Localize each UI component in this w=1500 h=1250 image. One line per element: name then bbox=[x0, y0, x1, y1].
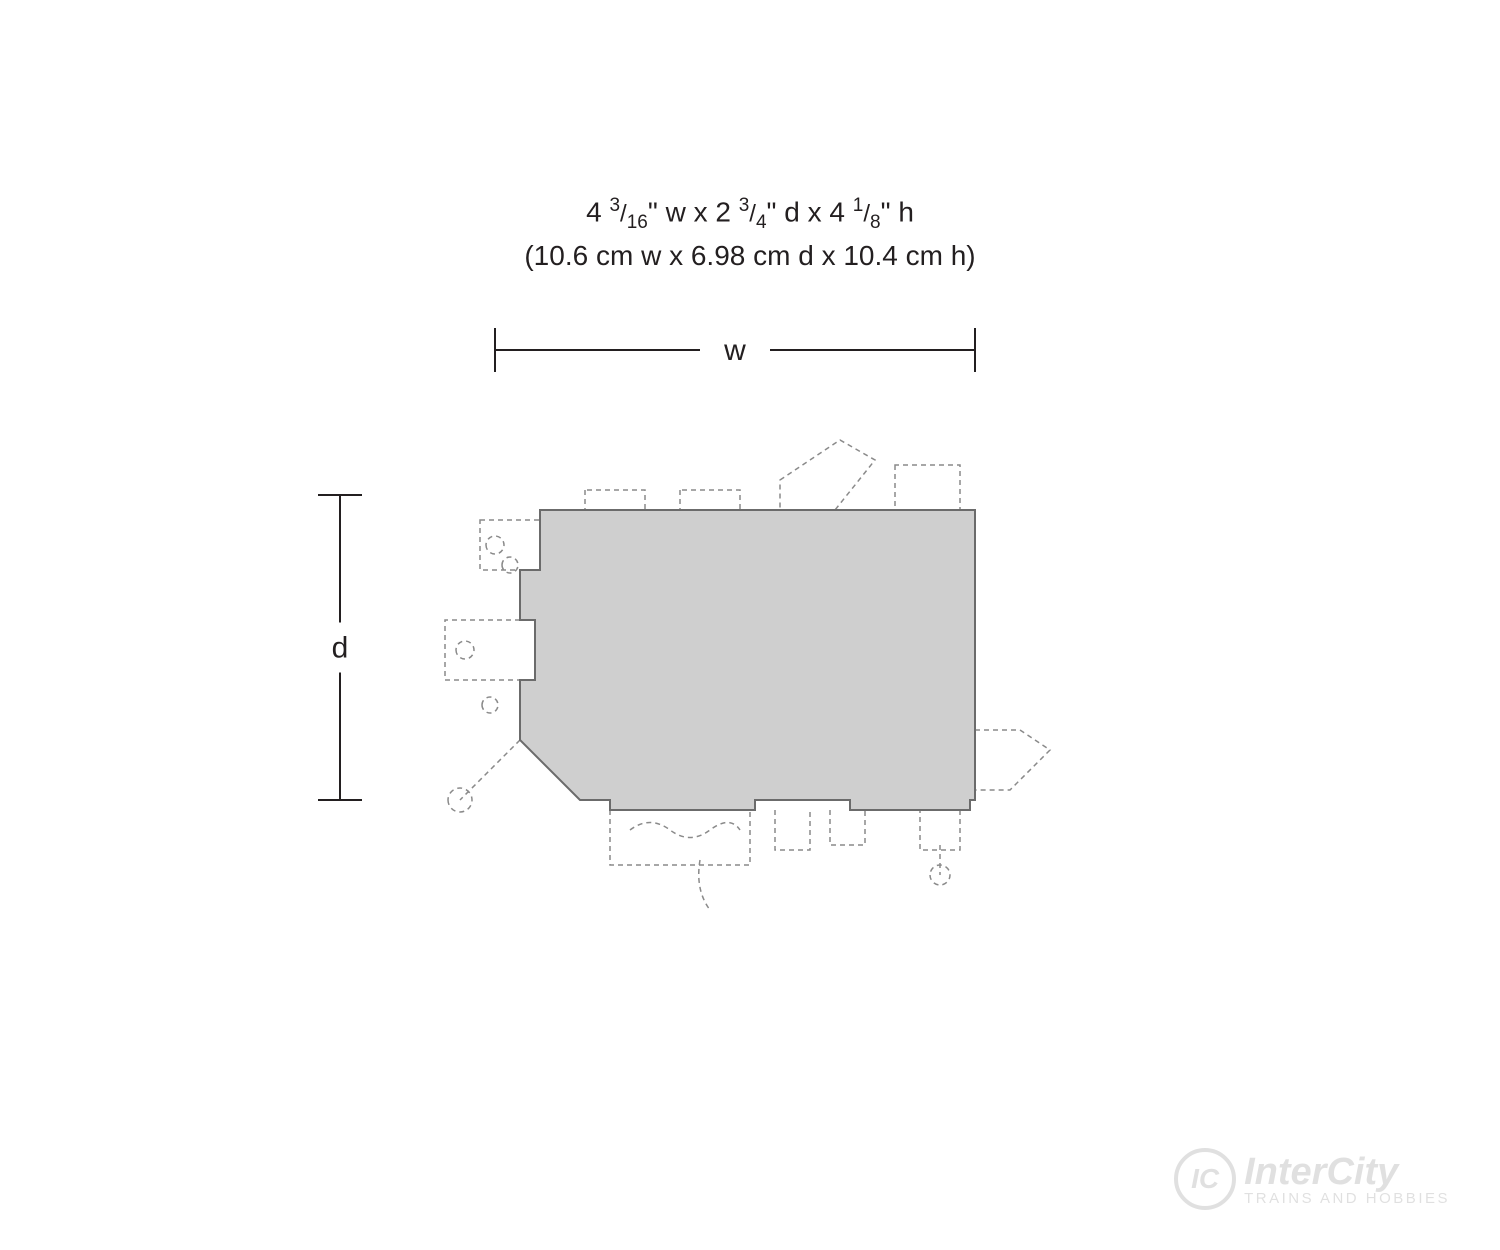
width-label: w bbox=[723, 334, 746, 367]
w-den: 16 bbox=[627, 212, 648, 233]
metric-dimensions: (10.6 cm w x 6.98 cm d x 10.4 cm h) bbox=[0, 240, 1500, 272]
h-num: 1 bbox=[853, 195, 864, 216]
w-whole: 4 bbox=[586, 196, 602, 227]
watermark-sub: TRAINS AND HOBBIES bbox=[1244, 1191, 1450, 1206]
w-unit: " w x bbox=[648, 196, 716, 227]
d-num: 3 bbox=[739, 195, 750, 216]
w-num: 3 bbox=[609, 195, 620, 216]
depth-label: d bbox=[332, 632, 349, 665]
diagram-svg: w d bbox=[280, 320, 1180, 1020]
footprint-diagram: w d bbox=[280, 320, 1180, 1020]
w-slash: / bbox=[620, 200, 627, 227]
watermark: IC InterCity TRAINS AND HOBBIES bbox=[1174, 1148, 1450, 1210]
footprint-shape bbox=[520, 510, 975, 810]
h-den: 8 bbox=[870, 212, 881, 233]
d-slash: / bbox=[749, 200, 756, 227]
h-unit: " h bbox=[881, 196, 914, 227]
h-whole: 4 bbox=[829, 196, 845, 227]
watermark-text: InterCity TRAINS AND HOBBIES bbox=[1244, 1153, 1450, 1206]
h-slash: / bbox=[863, 200, 870, 227]
imperial-dimensions: 4 3/16" w x 2 3/4" d x 4 1/8" h bbox=[0, 195, 1500, 234]
d-den: 4 bbox=[756, 212, 767, 233]
d-whole: 2 bbox=[715, 196, 731, 227]
watermark-logo: IC bbox=[1174, 1148, 1236, 1210]
d-unit: " d x bbox=[767, 196, 830, 227]
watermark-main: InterCity bbox=[1244, 1153, 1450, 1191]
dimensions-text: 4 3/16" w x 2 3/4" d x 4 1/8" h (10.6 cm… bbox=[0, 195, 1500, 272]
